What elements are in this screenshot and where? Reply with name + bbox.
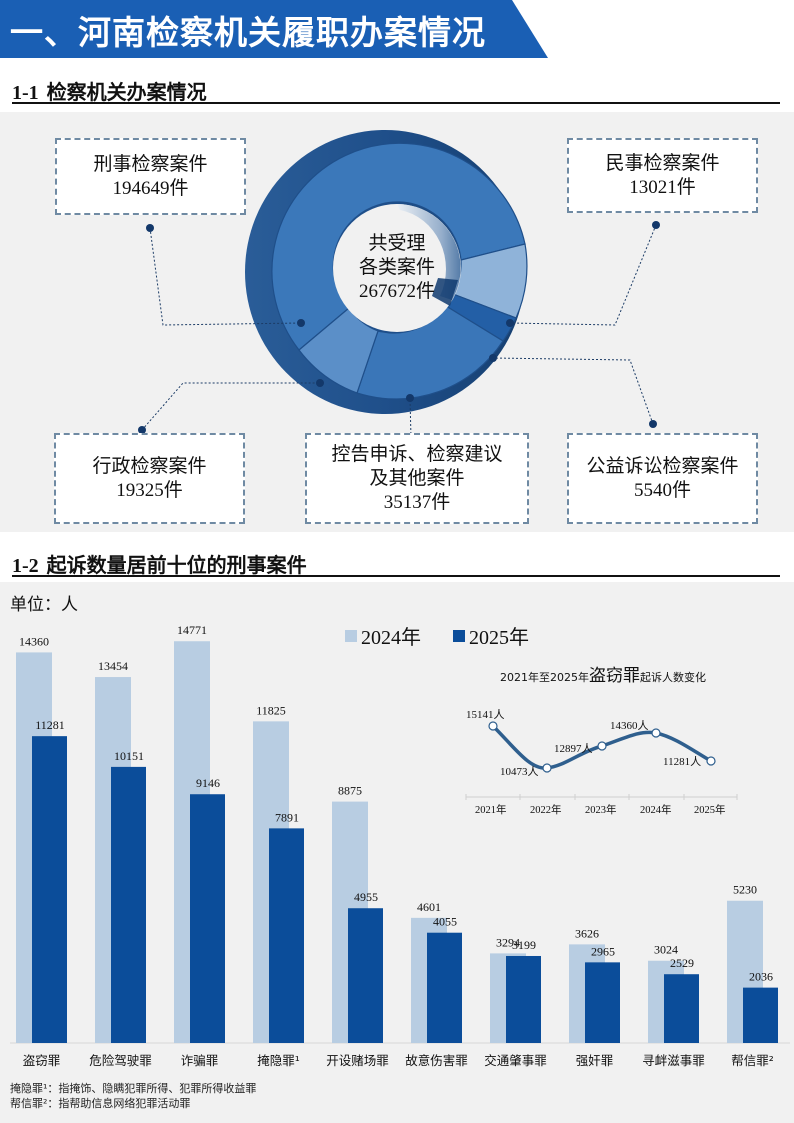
callout-complaint-label-1: 控告申诉、检察建议 xyxy=(331,443,503,465)
inset-label-2023: 12897人 xyxy=(554,743,593,755)
category-label-traffic: 交通肇事罪 xyxy=(484,1053,547,1068)
callout-administrative-value: 19325件 xyxy=(116,479,183,501)
donut-center-line2: 各类案件 xyxy=(358,257,435,278)
callout-public-interest-value: 5540件 xyxy=(633,479,691,501)
callout-criminal: 刑事检察案件 194649件 xyxy=(55,138,246,215)
inset-year-2025: 2025年 xyxy=(694,805,726,816)
inset-title-emphasis: 盗窃罪 xyxy=(589,666,640,686)
inset-label-2021: 15141人 xyxy=(466,709,505,721)
legend-swatch-2025 xyxy=(453,629,465,642)
category-label-assault: 故意伤害罪 xyxy=(405,1053,468,1068)
legend-label-2025: 2025年 xyxy=(469,627,529,649)
category-label-helping-info: 帮信罪² xyxy=(731,1053,774,1068)
donut-center-line1: 共受理 xyxy=(368,233,426,254)
callout-complaint-value: 35137件 xyxy=(383,491,451,513)
callout-criminal-value: 194649件 xyxy=(112,177,189,199)
category-label-rape: 强奸罪 xyxy=(575,1053,614,1068)
callout-administrative: 行政检察案件 19325件 xyxy=(54,433,245,524)
callout-administrative-label: 行政检察案件 xyxy=(92,455,207,477)
callout-public-interest: 公益诉讼检察案件 5540件 xyxy=(567,433,758,524)
section-2-title: 起诉数量居前十位的刑事案件 xyxy=(46,553,307,577)
inset-title-suffix: 起诉人数变化 xyxy=(640,671,706,684)
donut-center-total: 267672件 xyxy=(358,281,435,302)
callout-complaint: 控告申诉、检察建议 及其他案件 35137件 xyxy=(305,433,529,524)
callout-criminal-label: 刑事检察案件 xyxy=(93,153,208,175)
section-2-number: 1-2 xyxy=(12,555,39,577)
inset-chart-title: 2021年至2025年盗窃罪起诉人数变化 xyxy=(500,661,706,686)
footnote-2: 帮信罪²：指帮助信息网络犯罪活动罪 xyxy=(10,1097,191,1110)
legend-swatch-2024 xyxy=(345,629,357,642)
inset-year-2021: 2021年 xyxy=(475,805,507,816)
callout-complaint-label-2: 及其他案件 xyxy=(369,467,465,489)
callout-civil-value: 13021件 xyxy=(629,176,696,198)
unit-label: 单位：人 xyxy=(10,595,78,615)
donut-center-label: 共受理 各类案件 267672件 xyxy=(337,232,457,304)
section-1-title: 检察机关办案情况 xyxy=(46,80,207,104)
callout-public-interest-label: 公益诉讼检察案件 xyxy=(586,455,739,477)
donut-chart xyxy=(138,130,660,442)
category-label-dangerous-driving: 危险驾驶罪 xyxy=(89,1053,152,1068)
category-label-provoking: 寻衅滋事罪 xyxy=(642,1053,705,1068)
category-label-theft: 盗窃罪 xyxy=(22,1053,61,1068)
inset-year-2024: 2024年 xyxy=(640,805,672,816)
callout-civil: 民事检察案件 13021件 xyxy=(567,138,758,213)
inset-year-2022: 2022年 xyxy=(530,805,562,816)
category-label-fraud: 诈骗罪 xyxy=(180,1053,219,1068)
legend-2024: 2024年 xyxy=(345,621,421,650)
footnote-1: 掩隐罪¹：指掩饰、隐瞒犯罪所得、犯罪所得收益罪 xyxy=(10,1082,257,1095)
title-banner xyxy=(0,0,548,58)
section-2-header: 1-2 起诉数量居前十位的刑事案件 xyxy=(12,549,780,577)
inset-year-2023: 2023年 xyxy=(585,805,617,816)
inset-label-2024: 14360人 xyxy=(610,720,649,732)
inset-label-2025: 11281人 xyxy=(663,756,702,768)
page-title: 一、河南检察机关履职办案情况 xyxy=(10,13,486,52)
callout-civil-label: 民事检察案件 xyxy=(605,152,720,174)
legend-label-2024: 2024年 xyxy=(361,627,421,649)
legend-2025: 2025年 xyxy=(453,621,529,650)
category-label-gambling: 开设赌场罪 xyxy=(326,1053,389,1068)
inset-title-prefix: 2021年至2025年 xyxy=(500,671,589,684)
section-1-header: 1-1 检察机关办案情况 xyxy=(12,76,780,104)
section-1-number: 1-1 xyxy=(12,82,39,104)
inset-label-2022: 10473人 xyxy=(500,766,539,778)
category-label-concealment: 掩隐罪¹ xyxy=(257,1053,300,1068)
